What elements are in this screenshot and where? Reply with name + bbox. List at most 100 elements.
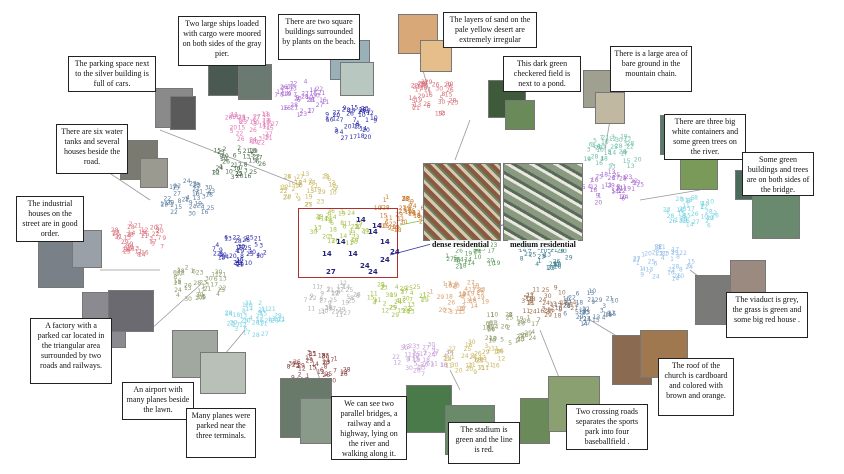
scatter-point: 26 — [474, 350, 482, 357]
scatter-point: 25 — [389, 304, 397, 311]
scatter-point: 4 — [396, 297, 400, 304]
scatter-point: 20 — [112, 231, 120, 238]
scatter-point: 3 — [334, 127, 338, 134]
scatter-point: 1 — [700, 204, 704, 211]
scatter-point: 18 — [192, 181, 200, 188]
scatter-point: 22 — [411, 83, 419, 90]
scatter-point: 13 — [414, 102, 422, 109]
scatter-point: 8 — [417, 213, 421, 220]
scatter-point: 13 — [463, 298, 471, 305]
scatter-point: 25 — [207, 205, 215, 212]
scatter-point: 25 — [544, 308, 552, 315]
scatter-point: 18 — [600, 172, 608, 179]
scatter-point: 2 — [263, 250, 267, 257]
scatter-point: 1 — [293, 176, 297, 183]
scatter-point: 22 — [559, 303, 567, 310]
scatter-point: 20 — [265, 318, 273, 325]
scatter-point: 19 — [605, 312, 613, 319]
scatter-point: 22 — [707, 215, 715, 222]
scatter-point: 15 — [380, 213, 388, 220]
scatter-point: 21 — [204, 286, 212, 293]
scatter-point: 10 — [489, 336, 497, 343]
scatter-point: 11 — [445, 362, 453, 369]
scatter-point: 2 — [342, 106, 346, 113]
scatter-point: 19 — [408, 211, 416, 218]
scatter-point: 21 — [318, 90, 326, 97]
scatter-point: 25 — [563, 302, 571, 309]
scatter-point: 10 — [329, 189, 337, 196]
scatter-point: 12 — [339, 280, 347, 287]
scatter-point: 11 — [318, 309, 326, 316]
scatter-point: 25 — [413, 284, 421, 291]
scatter-point: 27 — [175, 271, 183, 278]
scatter-point: 1 — [601, 184, 605, 191]
beach-thumb-2 — [340, 62, 374, 96]
scatter-point: 25 — [305, 201, 313, 208]
scatter-point: 1 — [445, 253, 449, 260]
scatter-point: 1 — [242, 302, 246, 309]
scatter-point: 21 — [455, 263, 463, 270]
scatter-point: 21 — [485, 335, 493, 342]
scatter-point: 19 — [262, 119, 270, 126]
scatter-point: 14 — [409, 95, 417, 102]
scatter-point: 6 — [654, 260, 658, 267]
scatter-point: 6 — [687, 262, 691, 269]
scatter-point: 11 — [487, 312, 495, 319]
scatter-point: 10 — [370, 115, 378, 122]
scatter-point: 17 — [238, 244, 246, 251]
scatter-point: 7 — [473, 285, 477, 292]
scatter-point: 16 — [236, 257, 244, 264]
scatter-point: 8 — [508, 312, 512, 319]
scatter-point: 23 — [352, 234, 360, 241]
scatter-point: 20 — [236, 173, 244, 180]
scatter-point: 23 — [526, 293, 534, 300]
scatter-point: 13 — [407, 302, 415, 309]
scatter-point: 2 — [298, 372, 302, 379]
scatter-point: 21 — [468, 362, 476, 369]
scatter-point: 27 — [261, 331, 269, 338]
scatter-point: 23 — [662, 251, 670, 258]
scatter-point: 23 — [256, 313, 264, 320]
scatter-point: 13 — [197, 294, 205, 301]
scatter-point: 30 — [428, 342, 436, 349]
scatter-point: 27 — [195, 295, 203, 302]
scatter-point: 28 — [528, 296, 536, 303]
scatter-point: 8 — [335, 128, 339, 135]
scatter-point: 27 — [583, 320, 591, 327]
scatter-point: 4 — [366, 109, 370, 116]
scatter-point: 28 — [521, 332, 529, 339]
scatter-point: 13 — [184, 285, 192, 292]
scatter-point: 25 — [417, 82, 425, 89]
scatter-point: 22 — [421, 79, 429, 86]
scatter-point: 21 — [616, 185, 624, 192]
scatter-point: 12 — [287, 84, 295, 91]
scatter-point: 8 — [347, 107, 351, 114]
scatter-point: 20 — [517, 336, 525, 343]
scatter-point: 26 — [249, 127, 257, 134]
scatter-point: 28 — [290, 102, 298, 109]
scatter-point: 27 — [399, 205, 407, 212]
watertank-thumb-2 — [140, 158, 168, 188]
scatter-point: 30 — [205, 184, 213, 191]
scatter-point: 5 — [454, 255, 458, 262]
scatter-point: 1 — [365, 117, 369, 124]
scatter-point: 2 — [487, 346, 491, 353]
scatter-point: 19 — [220, 156, 228, 163]
scatter-point: 26 — [293, 359, 301, 366]
scatter-point: 7 — [269, 123, 273, 130]
scatter-point: 24 — [174, 287, 182, 294]
scatter-point: 30 — [400, 219, 408, 226]
scatter-point: 29 — [437, 294, 445, 301]
scatter-point: 5 — [671, 249, 675, 256]
scatter-point: 14 — [584, 156, 592, 163]
scatter-point: 23 — [478, 287, 486, 294]
scatter-point: 18 — [263, 112, 271, 119]
scatter-point: 27 — [446, 256, 454, 263]
scatter-point: 15 — [175, 204, 183, 211]
scatter-point: 23 — [537, 253, 545, 260]
scatter-point: 7 — [158, 235, 162, 242]
scatter-point: 13 — [445, 283, 453, 290]
scatter-point: 29 — [524, 330, 532, 337]
scatter-point: 10 — [488, 260, 496, 267]
pond-thumb-2 — [505, 100, 535, 130]
